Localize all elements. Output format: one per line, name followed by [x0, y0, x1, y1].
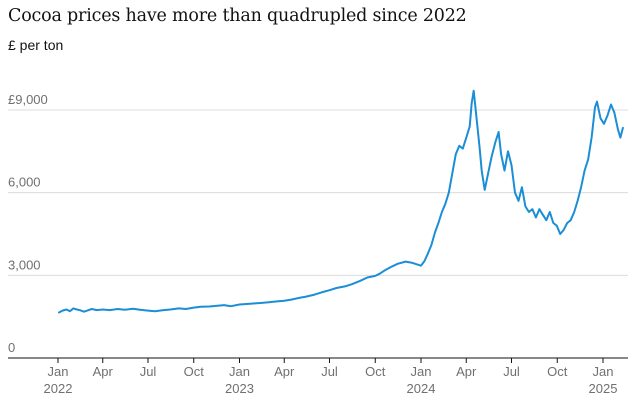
x-tick-label: Jul [503, 364, 520, 379]
x-tick-label: Oct [365, 364, 386, 379]
x-tick-label: Jul [140, 364, 157, 379]
x-tick-label: Jul [321, 364, 338, 379]
y-tick-label: 3,000 [8, 257, 41, 272]
y-tick-label: 0 [8, 340, 15, 355]
x-tick-label: Apr [274, 364, 295, 379]
series-group [58, 89, 624, 314]
x-tick-year-label: 2023 [225, 381, 254, 396]
x-tick-label: Oct [547, 364, 568, 379]
x-tick-label: Apr [456, 364, 477, 379]
x-axis: Jan 2022 Apr Jul Oct Jan 2023 Apr Jul Oct Jan 2024 A… [8, 357, 628, 396]
y-tick-label: £9,000 [8, 92, 48, 107]
x-tick-year-label: 2022 [44, 381, 73, 396]
x-tick-label: Oct [184, 364, 205, 379]
x-tick-year-label: 2024 [407, 381, 436, 396]
chart-title: Cocoa prices have more than quadrupled s… [8, 6, 467, 26]
y-axis-unit-label: £ per ton [8, 37, 64, 53]
x-tick-label: Apr [93, 364, 114, 379]
x-tick-label: Jan [593, 364, 614, 379]
gridlines [8, 109, 628, 276]
x-tick-label: Jan [48, 364, 69, 379]
x-tick-year-label: 2025 [589, 381, 618, 396]
price-series-line [58, 89, 624, 314]
y-tick-label: 6,000 [8, 175, 41, 190]
x-tick-label: Jan [229, 364, 250, 379]
y-axis-tick-labels: 0 3,000 6,000 £9,000 [8, 92, 48, 355]
x-tick-label: Jan [411, 364, 432, 379]
